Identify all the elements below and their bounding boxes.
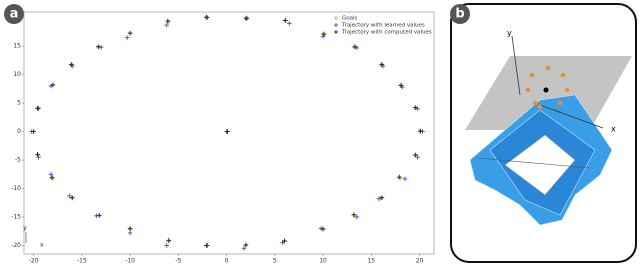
point xyxy=(166,19,172,24)
point xyxy=(98,45,104,50)
point xyxy=(243,16,249,22)
point xyxy=(35,105,40,111)
point xyxy=(354,214,360,220)
point xyxy=(164,243,170,248)
point xyxy=(164,22,170,28)
x-tick-label: 15 xyxy=(367,258,375,265)
annotation: y xyxy=(23,225,27,232)
point xyxy=(320,34,326,39)
point xyxy=(321,31,327,37)
robot-axis-label: y xyxy=(507,29,512,38)
legend-marker xyxy=(334,23,338,27)
point xyxy=(243,242,249,248)
panel-label: a xyxy=(10,7,19,22)
center-dot xyxy=(543,87,549,93)
target-dots xyxy=(525,65,570,110)
point xyxy=(127,30,133,36)
point xyxy=(68,62,74,67)
x-tick-label: 20 xyxy=(416,258,424,265)
robot-axis-label: x xyxy=(611,125,616,134)
robot xyxy=(469,94,613,226)
panel-badge xyxy=(450,4,470,24)
axis-y xyxy=(511,35,521,96)
point xyxy=(166,238,172,243)
point xyxy=(31,129,36,134)
y-tick-label: 0 xyxy=(17,128,21,135)
point xyxy=(396,174,402,180)
point xyxy=(241,246,247,251)
point xyxy=(244,15,250,21)
point xyxy=(204,14,209,20)
y-tick-label: -15 xyxy=(11,213,21,220)
point xyxy=(95,44,101,50)
point xyxy=(398,83,404,88)
point xyxy=(351,212,357,218)
x-tick-label: 0 xyxy=(225,258,229,265)
y-tick-label: -5 xyxy=(15,157,21,164)
y-tick-label: 15 xyxy=(13,43,21,50)
legend-label: Trajectory with learned values xyxy=(341,23,425,29)
point xyxy=(49,175,55,180)
x-tick-label: -20 xyxy=(29,258,39,265)
cable xyxy=(477,157,591,169)
point xyxy=(412,153,418,158)
point xyxy=(379,62,385,67)
point xyxy=(67,193,72,199)
annotation: x xyxy=(40,242,44,249)
legend-label: Trajectory with computed values xyxy=(341,30,432,36)
point xyxy=(320,226,326,232)
y-tick-label: -10 xyxy=(11,185,21,192)
y-tick-label: -20 xyxy=(11,242,21,249)
point xyxy=(94,213,99,219)
y-tick-label: 5 xyxy=(17,100,21,107)
point xyxy=(351,45,357,50)
y-tick-label: 10 xyxy=(13,71,21,78)
axis-x xyxy=(539,104,604,129)
plot-area xyxy=(23,11,435,255)
legend-marker xyxy=(334,16,338,20)
point xyxy=(413,105,418,110)
point xyxy=(286,21,292,26)
point xyxy=(124,35,130,40)
point xyxy=(127,230,133,236)
x-tick-label: -15 xyxy=(77,258,87,265)
point xyxy=(413,152,418,158)
point xyxy=(36,106,41,112)
point xyxy=(379,195,385,200)
point xyxy=(36,154,41,160)
point xyxy=(127,226,133,231)
point xyxy=(282,238,287,244)
x-tick-label: 10 xyxy=(319,258,327,265)
point xyxy=(225,129,230,134)
point xyxy=(397,175,403,181)
point xyxy=(402,176,408,182)
point xyxy=(35,152,40,157)
plane xyxy=(465,56,632,130)
point xyxy=(376,196,382,202)
legend-marker xyxy=(334,30,338,34)
point xyxy=(418,128,423,134)
point xyxy=(69,195,75,200)
point xyxy=(50,175,56,181)
point xyxy=(204,15,210,20)
point xyxy=(352,44,358,50)
panel-badge xyxy=(4,4,24,24)
point xyxy=(50,82,56,88)
point xyxy=(204,243,209,248)
x-tick-label: 5 xyxy=(273,258,277,265)
x-tick-label: -10 xyxy=(125,258,135,265)
point xyxy=(283,18,288,23)
point xyxy=(96,212,102,218)
legend-label: Goals xyxy=(342,16,358,22)
panel-label: b xyxy=(455,7,464,22)
x-tick-label: -5 xyxy=(175,258,181,265)
point xyxy=(165,18,171,24)
point xyxy=(48,171,54,177)
